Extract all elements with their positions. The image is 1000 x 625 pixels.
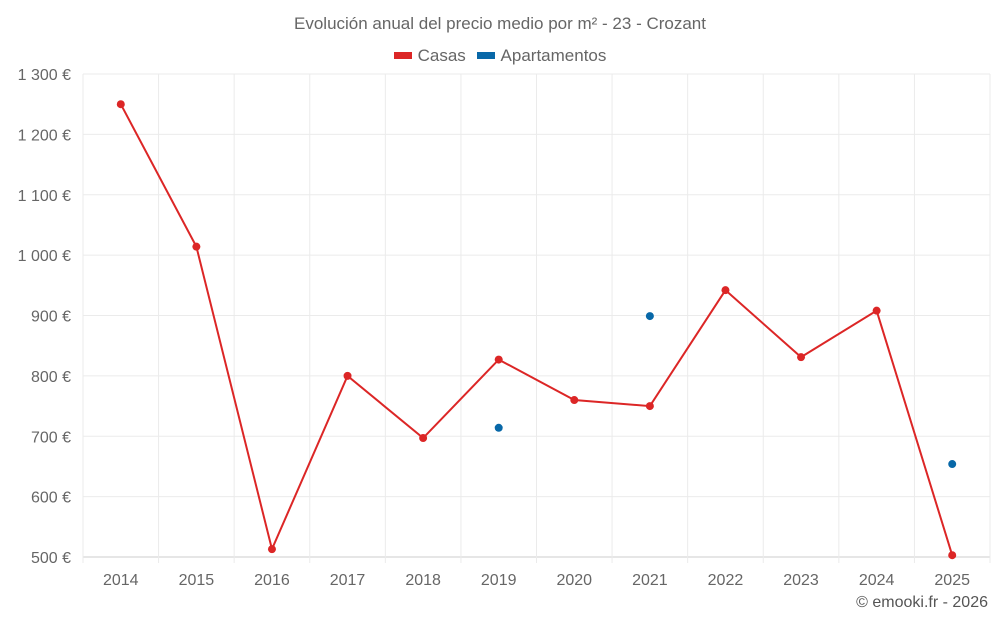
x-tick-label: 2017	[330, 572, 366, 589]
data-point-apartamentos	[494, 423, 503, 432]
x-tick-label: 2014	[103, 572, 139, 589]
x-tick-label: 2024	[859, 572, 895, 589]
data-point-casas	[570, 396, 579, 405]
data-point-casas	[948, 551, 957, 560]
legend-item-casas[interactable]: Casas	[393, 45, 466, 66]
data-point-casas	[192, 242, 201, 251]
data-point-apartamentos	[645, 312, 654, 321]
y-tick-label: 1 100 €	[18, 188, 71, 205]
y-tick-label: 600 €	[31, 490, 71, 507]
x-tick-label: 2022	[708, 572, 744, 589]
legend-label: Apartamentos	[500, 45, 607, 65]
y-tick-label: 1 000 €	[18, 248, 71, 265]
x-tick-label: 2020	[556, 572, 592, 589]
y-tick-label: 800 €	[31, 369, 71, 386]
chart-title: Evolución anual del precio medio por m² …	[294, 14, 706, 33]
data-point-casas	[721, 286, 730, 295]
data-point-casas	[797, 353, 806, 362]
y-tick-label: 700 €	[31, 429, 71, 446]
y-tick-label: 500 €	[31, 550, 71, 567]
x-tick-label: 2025	[934, 572, 970, 589]
x-tick-label: 2015	[179, 572, 215, 589]
y-tick-label: 1 300 €	[18, 67, 71, 84]
data-point-casas	[872, 306, 881, 315]
series-line-casas	[119, 103, 954, 556]
x-tick-label: 2021	[632, 572, 668, 589]
x-tick-label: 2019	[481, 572, 517, 589]
y-tick-label: 1 200 €	[18, 127, 71, 144]
data-point-apartamentos	[948, 460, 957, 469]
x-tick-label: 2016	[254, 572, 290, 589]
legend-swatch-apartamentos	[476, 52, 495, 59]
legend-item-apartamentos[interactable]: Apartamentos	[476, 45, 607, 66]
legend-swatch-casas	[393, 52, 412, 59]
data-point-casas	[267, 545, 276, 554]
data-point-casas	[116, 100, 125, 109]
data-point-casas	[645, 402, 654, 411]
credit: © emooki.fr - 2026	[856, 594, 988, 611]
x-tick-label: 2023	[783, 572, 819, 589]
y-tick-label: 900 €	[31, 309, 71, 326]
data-point-casas	[343, 371, 352, 380]
data-point-casas	[494, 355, 503, 364]
x-tick-label: 2018	[405, 572, 441, 589]
legend-label: Casas	[417, 45, 466, 65]
data-point-casas	[419, 434, 428, 443]
legend: Casas Apartamentos	[0, 44, 1000, 66]
